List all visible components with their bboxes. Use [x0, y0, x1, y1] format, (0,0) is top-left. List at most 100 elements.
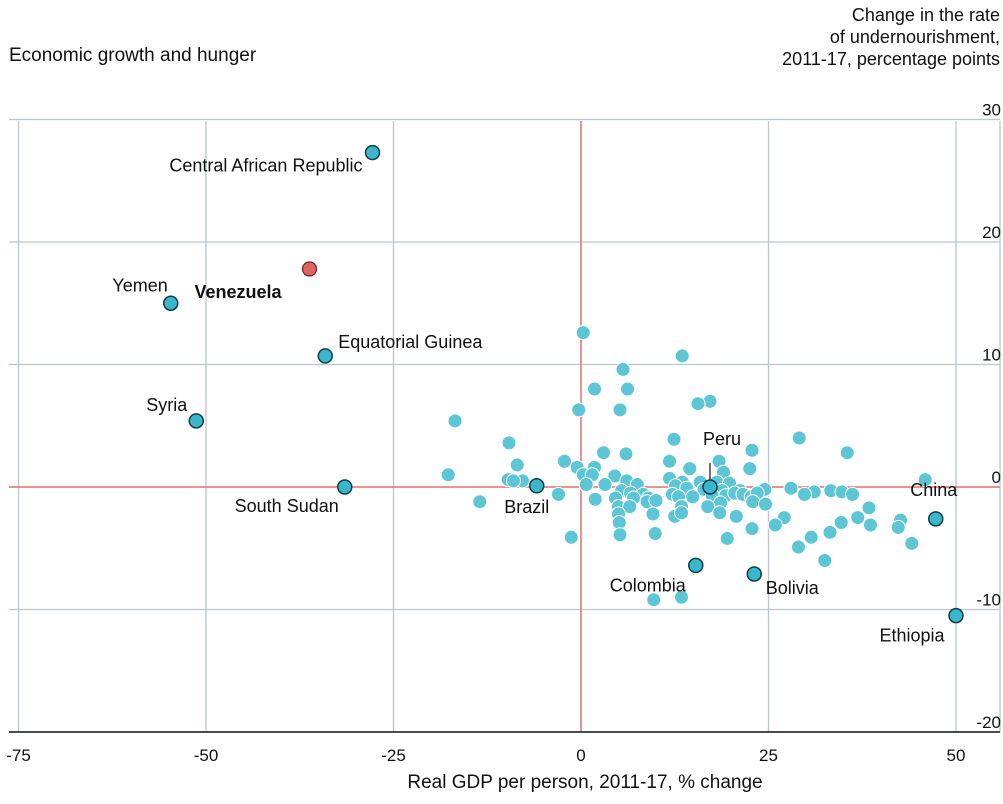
data-point [501, 435, 517, 451]
data-point [690, 396, 706, 412]
y-tick-label: 10 [982, 346, 1001, 365]
data-point [682, 461, 698, 477]
data-point [587, 381, 602, 397]
y-axis-label: Change in the rate of undernourishment, … [680, 4, 1000, 70]
point-label-peru: Peru [703, 429, 741, 449]
data-point-central-african-republic [364, 144, 381, 161]
data-point-colombia [688, 557, 704, 574]
data-point [917, 472, 933, 488]
data-point [646, 592, 662, 608]
data-point [702, 393, 718, 409]
data-point [612, 527, 628, 543]
point-label-colombia: Colombia [610, 575, 687, 595]
data-point [833, 515, 849, 531]
data-point [615, 361, 631, 377]
data-point [612, 402, 628, 418]
point-label-china: China [910, 480, 958, 500]
x-tick-label: 50 [947, 746, 966, 765]
y-axis-label-line-1: Change in the rate [851, 5, 1000, 25]
data-point [767, 517, 783, 533]
x-tick-label: -75 [6, 746, 31, 765]
data-point [742, 461, 758, 477]
data-point [674, 505, 689, 521]
data-point [839, 445, 855, 461]
data-point [597, 477, 613, 493]
data-point [647, 526, 663, 542]
data-point [745, 494, 761, 510]
data-point [578, 477, 594, 493]
point-label-yemen: Yemen [112, 275, 167, 295]
data-point [803, 529, 819, 545]
data-point [685, 489, 701, 505]
data-point [863, 517, 878, 533]
x-tick-label: -25 [381, 746, 406, 765]
x-tick-label: 25 [759, 746, 778, 765]
data-point [791, 539, 806, 555]
y-tick-label: -20 [976, 713, 1001, 732]
point-label-south-sudan: South Sudan [235, 496, 339, 516]
point-label-syria: Syria [146, 395, 188, 415]
point-label-central-african-republic: Central African Republic [169, 156, 362, 176]
point-label-brazil: Brazil [504, 497, 549, 517]
data-point [791, 430, 807, 446]
point-label-venezuela: Venezuela [194, 282, 282, 302]
data-point [645, 506, 661, 522]
y-axis-label-line-3: 2011-17, percentage points [782, 49, 1000, 69]
data-point [890, 519, 906, 535]
data-point [861, 500, 877, 516]
data-point [472, 494, 488, 510]
data-point [845, 486, 860, 502]
y-tick-label: 30 [982, 101, 1001, 120]
data-point [666, 431, 682, 447]
data-point-south-sudan [337, 479, 353, 495]
point-label-bolivia: Bolivia [766, 578, 820, 598]
data-point [620, 381, 635, 397]
data-point [674, 348, 690, 364]
data-point [744, 521, 760, 537]
data-point [509, 457, 525, 473]
y-axis-label-line-2: of undernourishment, [829, 27, 1000, 47]
data-point [712, 505, 728, 521]
data-point [662, 453, 677, 469]
data-point-peru [702, 479, 718, 495]
data-point-china [928, 511, 944, 527]
y-tick-label: 0 [992, 468, 1001, 487]
y-tick-label: -10 [976, 591, 1001, 610]
data-point [817, 553, 833, 568]
point-label-ethiopia: Ethiopia [879, 626, 945, 646]
data-point [587, 491, 603, 507]
data-point [551, 486, 566, 502]
data-point [719, 530, 735, 546]
data-point [563, 529, 579, 545]
data-point [674, 589, 689, 605]
data-point [797, 486, 812, 502]
data-point [618, 446, 634, 462]
data-point [648, 492, 664, 508]
x-tick-label: 0 [576, 746, 585, 765]
data-point [758, 496, 773, 512]
data-point-bolivia [746, 566, 762, 582]
data-point-syria [188, 413, 204, 429]
data-point [744, 442, 760, 458]
data-point [447, 413, 463, 429]
x-tick-label: -50 [194, 746, 219, 765]
data-point-ethiopia [948, 607, 964, 624]
data-point-equatorial-guinea [317, 348, 333, 364]
data-point [850, 510, 866, 526]
chart-title: Economic growth and hunger [9, 45, 257, 66]
y-tick-label: 20 [982, 223, 1001, 242]
data-point-brazil [529, 478, 545, 494]
data-point [440, 467, 456, 483]
data-point [622, 499, 638, 515]
data-point [596, 445, 611, 461]
data-point [728, 508, 744, 524]
data-point [575, 325, 591, 341]
x-axis-label: Real GDP per person, 2011-17, % change [407, 772, 763, 793]
data-point [506, 473, 521, 489]
data-point-yemen [163, 295, 179, 311]
data-point [571, 402, 587, 418]
data-point [904, 535, 920, 551]
data-point [822, 524, 838, 540]
